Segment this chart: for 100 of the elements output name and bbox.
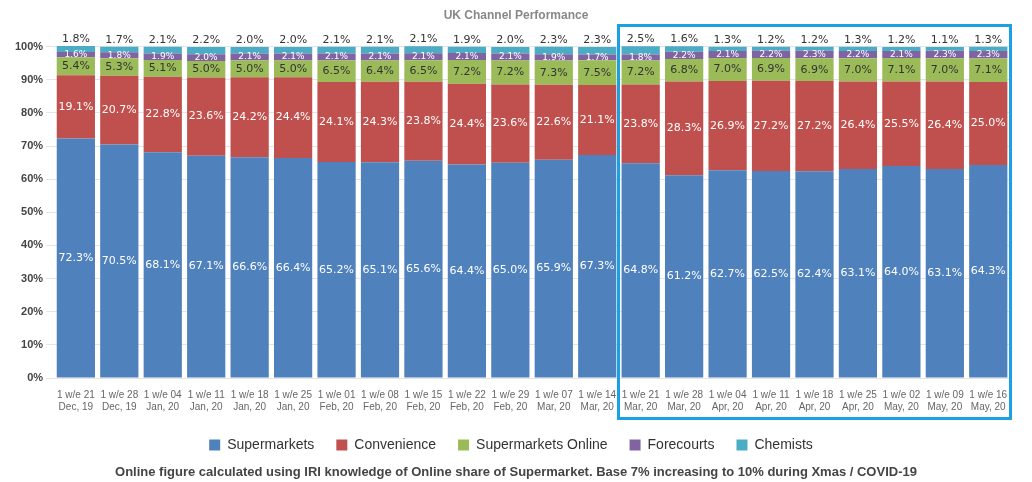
data-label: 66.4%: [275, 260, 311, 274]
data-label: 24.3%: [362, 114, 398, 128]
data-label: 7.3%: [539, 65, 568, 79]
data-label: 19.1%: [58, 99, 94, 113]
data-label: 2.3%: [933, 48, 957, 59]
data-label: 26.4%: [927, 118, 963, 132]
chart-title: UK Channel Performance: [442, 8, 590, 22]
data-label: 6.5%: [409, 63, 438, 77]
data-label: 72.3%: [58, 250, 94, 264]
data-label: 5.0%: [192, 62, 221, 76]
bar: [187, 155, 226, 378]
data-label: 25.5%: [883, 116, 919, 130]
data-label: 1.9%: [542, 51, 566, 62]
bar: [143, 152, 182, 378]
y-tick-label: 30%: [21, 271, 44, 284]
y-tick-label: 40%: [21, 238, 44, 251]
bar: [230, 157, 269, 378]
data-label: 64.4%: [449, 263, 485, 277]
x-tick-label: 1 w/e 28 Dec, 19: [100, 388, 139, 412]
bar: [882, 165, 921, 378]
x-tick-label: 1 w/e 15 Feb, 20: [404, 388, 443, 412]
data-label: 2.1%: [412, 51, 436, 62]
data-label: 2.3%: [976, 49, 1001, 60]
data-label: 2.3%: [583, 32, 612, 46]
bar: [795, 81, 834, 172]
data-label: 7.2%: [496, 65, 525, 79]
data-label: 6.9%: [757, 62, 786, 76]
data-label: 6.9%: [800, 62, 829, 76]
data-label: 63.1%: [927, 266, 963, 280]
bar: [56, 75, 95, 139]
data-label: 2.3%: [803, 48, 827, 59]
data-label: 1.3%: [843, 32, 872, 46]
legend-label: Supermarkets: [227, 435, 315, 452]
y-tick-label: 10%: [21, 337, 44, 350]
data-label: 23.6%: [188, 109, 224, 123]
data-label: 27.2%: [797, 119, 832, 133]
legend-label: Supermarkets Online: [476, 435, 608, 452]
y-tick-label: 0%: [27, 371, 44, 384]
y-tick-label: 50%: [21, 205, 44, 218]
bar: [838, 168, 878, 378]
x-tick-label: 1 w/e 14 Mar, 20: [578, 388, 617, 412]
legend-label: Forecourts: [647, 435, 715, 452]
bar: [795, 46, 834, 51]
data-label: 6.5%: [322, 64, 351, 78]
data-label: 2.0%: [235, 32, 264, 46]
data-label: 64.3%: [970, 264, 1006, 278]
bar: [317, 161, 356, 378]
bar: [491, 46, 530, 54]
bar: [708, 81, 747, 171]
data-label: 2.1%: [281, 51, 305, 62]
x-tick-label: 1 w/e 18 Jan, 20: [230, 388, 269, 412]
data-label: 20.7%: [101, 102, 137, 116]
data-label: 68.1%: [145, 257, 181, 271]
data-label: 2.2%: [759, 48, 783, 59]
bar: [404, 160, 443, 378]
y-tick-label: 100%: [14, 39, 44, 52]
data-label: 64.8%: [623, 263, 659, 277]
x-tick-label: 1 w/e 18 Apr, 20: [795, 388, 834, 412]
y-tick-label: 70%: [21, 139, 44, 152]
data-label: 65.0%: [492, 262, 528, 276]
data-label: 2.1%: [325, 51, 349, 62]
data-label: 62.5%: [753, 267, 789, 281]
data-label: 1.9%: [452, 32, 481, 46]
data-label: 1.3%: [974, 32, 1003, 46]
data-label: 64.0%: [883, 264, 919, 278]
data-label: 61.2%: [666, 269, 702, 283]
x-tick-label: 1 w/e 01 Feb, 20: [317, 388, 356, 412]
bar: [491, 162, 530, 378]
bar: [621, 84, 660, 164]
data-label: 2.2%: [192, 32, 221, 46]
data-label: 5.3%: [105, 59, 134, 73]
data-label: 65.6%: [405, 261, 441, 275]
bar: [969, 82, 1008, 165]
bar: [882, 81, 921, 166]
bar: [491, 84, 530, 163]
bar: [317, 82, 356, 162]
x-tick-label: 1 w/e 21 Mar, 20: [621, 388, 661, 412]
bar: [578, 85, 617, 156]
data-label: 7.2%: [626, 65, 655, 79]
bar: [447, 83, 487, 165]
data-label: 1.7%: [585, 51, 610, 62]
bar: [143, 46, 182, 54]
y-tick-label: 60%: [21, 172, 44, 185]
bar: [708, 170, 747, 378]
bar: [404, 81, 443, 161]
bar: [925, 46, 964, 51]
y-tick-label: 20%: [21, 304, 44, 317]
data-label: 22.6%: [536, 115, 572, 129]
text: Online figure calculated using IRI knowledge of Online share of Supermarket. Base 7% increasing to 10% during Xmas / COVID-19: [114, 464, 918, 479]
data-label: 7.1%: [974, 63, 1003, 77]
bar: [751, 46, 791, 51]
x-tick-label: 1 w/e 11 Jan, 20: [187, 388, 226, 412]
data-label: 1.8%: [629, 51, 653, 62]
data-label: 1.9%: [151, 51, 175, 62]
x-tick-label: 1 w/e 07 Mar, 20: [534, 388, 574, 412]
legend-label: Chemists: [754, 435, 813, 452]
data-label: 21.1%: [579, 112, 615, 126]
data-label: 5.1%: [148, 61, 177, 75]
bar: [578, 155, 617, 378]
bar: [534, 159, 573, 378]
